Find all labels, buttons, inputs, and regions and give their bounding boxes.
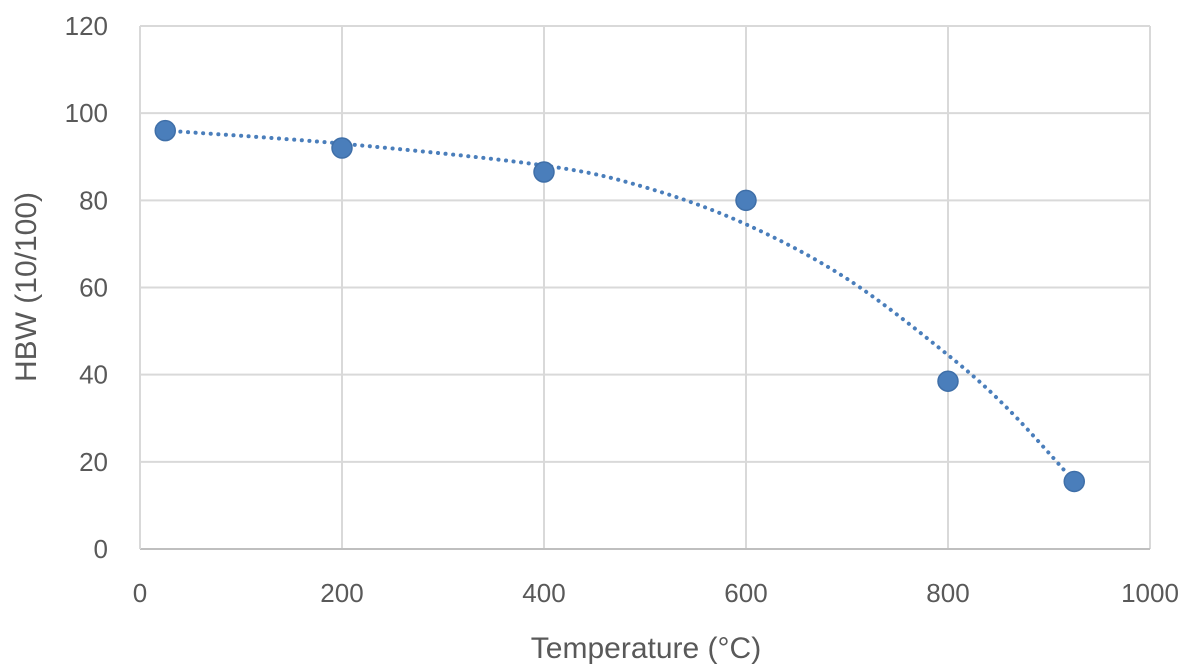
x-tick-label: 600 [724,578,767,608]
y-tick-label: 100 [65,98,108,128]
y-tick-label: 20 [79,447,108,477]
data-point-6 [1063,470,1085,493]
data-point-1 [154,119,176,142]
trendline [163,128,1077,484]
x-tick-labels: 0 200 400 600 800 1000 [133,578,1179,608]
y-tick-label: 60 [79,273,108,303]
y-axis-title: HBW (10/100) [10,192,43,382]
y-tick-label: 40 [79,360,108,390]
x-axis-title: Temperature (°C) [531,632,761,665]
data-point-5 [937,370,959,392]
x-tick-label: 400 [522,578,565,608]
y-tick-label: 0 [94,534,108,564]
x-tick-label: 200 [320,578,363,608]
data-point-4 [735,189,757,212]
data-point-3 [533,161,555,183]
y-tick-label: 80 [79,185,108,215]
x-tick-label: 800 [926,578,969,608]
horizontal-gridlines [140,25,1150,463]
x-tick-label: 1000 [1121,578,1179,608]
data-point-2 [331,137,353,159]
axes [139,26,1150,550]
y-tick-labels: 0 20 40 60 80 100 120 [65,11,108,564]
x-tick-label: 0 [133,578,147,608]
data-points [154,119,1085,493]
trendline-layer [163,128,1077,484]
y-tick-label: 120 [65,11,108,41]
